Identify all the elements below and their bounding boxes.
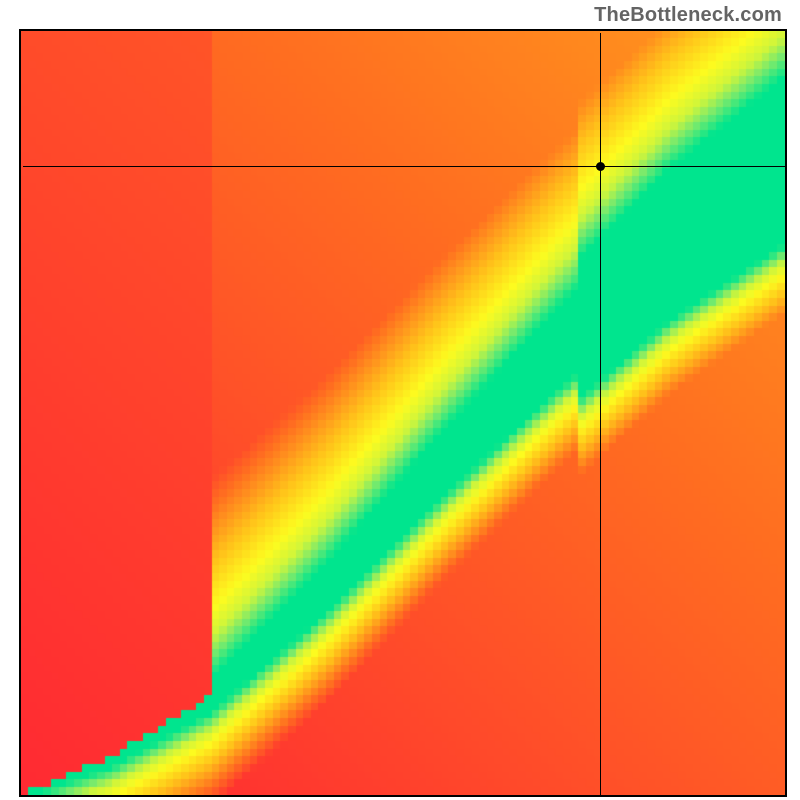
chart-container: TheBottleneck.com bbox=[0, 0, 800, 800]
crosshair-vertical bbox=[600, 33, 601, 797]
heatmap-canvas bbox=[21, 31, 785, 795]
watermark-text: TheBottleneck.com bbox=[594, 4, 782, 27]
plot-area bbox=[19, 29, 787, 797]
crosshair-horizontal bbox=[23, 166, 787, 167]
